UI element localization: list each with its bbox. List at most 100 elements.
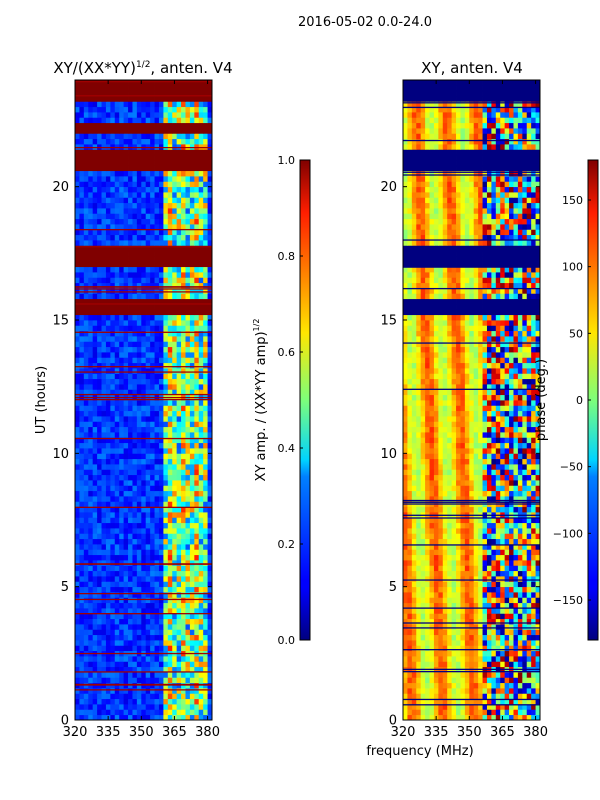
heatmap-cell bbox=[163, 346, 169, 353]
heatmap-cell bbox=[447, 677, 453, 684]
heatmap-cell bbox=[101, 362, 107, 369]
heatmap-cell bbox=[101, 314, 107, 321]
heatmap-cell bbox=[79, 677, 85, 684]
heatmap-cell bbox=[163, 304, 169, 310]
heatmap-cell bbox=[167, 416, 173, 422]
heatmap-cell bbox=[88, 309, 94, 316]
heatmap-cell bbox=[167, 144, 173, 150]
heatmap-cell bbox=[198, 453, 204, 460]
heatmap-cell bbox=[438, 640, 444, 646]
heatmap-cell bbox=[92, 613, 98, 620]
heatmap-cell bbox=[128, 320, 133, 326]
heatmap-cell bbox=[158, 464, 164, 470]
heatmap-cell bbox=[75, 453, 80, 460]
heatmap-cell bbox=[517, 544, 523, 550]
heatmap-cell bbox=[526, 618, 532, 625]
heatmap-cell bbox=[150, 224, 155, 230]
heatmap-cell bbox=[172, 522, 178, 529]
heatmap-cell bbox=[433, 661, 439, 668]
heatmap-cell bbox=[158, 618, 164, 625]
heatmap-cell bbox=[403, 522, 408, 529]
heatmap-cell bbox=[154, 218, 160, 225]
heatmap-cell bbox=[176, 432, 182, 438]
heatmap-cell bbox=[456, 693, 461, 700]
heatmap-cell bbox=[79, 133, 85, 140]
heatmap-cell bbox=[101, 501, 107, 508]
heatmap-cell bbox=[207, 368, 213, 374]
heatmap-cell bbox=[101, 688, 107, 694]
heatmap-cell bbox=[429, 528, 435, 534]
heatmap-cell bbox=[429, 581, 435, 588]
heatmap-cell bbox=[194, 304, 200, 310]
heatmap-cell bbox=[154, 410, 160, 417]
heatmap-cell bbox=[189, 602, 195, 609]
heatmap-cell bbox=[456, 709, 461, 716]
heatmap-cell bbox=[79, 448, 85, 454]
heatmap-cell bbox=[132, 325, 138, 332]
heatmap-cell bbox=[79, 661, 85, 668]
heatmap-cell bbox=[491, 560, 497, 566]
heatmap-cell bbox=[163, 709, 169, 716]
heatmap-cell bbox=[167, 117, 173, 124]
heatmap-cell bbox=[83, 224, 89, 230]
heatmap-cell bbox=[88, 560, 94, 566]
heatmap-cell bbox=[513, 554, 519, 561]
heatmap-cell bbox=[79, 565, 85, 572]
heatmap-cell bbox=[172, 506, 178, 513]
heatmap-cell bbox=[185, 549, 191, 556]
heatmap-cell bbox=[79, 405, 85, 412]
heatmap-cell bbox=[509, 650, 514, 657]
heatmap-cell bbox=[105, 613, 111, 620]
heatmap-cell bbox=[92, 320, 98, 326]
heatmap-cell bbox=[145, 378, 151, 385]
heatmap-cell bbox=[123, 224, 129, 230]
heatmap-cell bbox=[83, 448, 89, 454]
heatmap-cell bbox=[456, 677, 461, 684]
heatmap-cell bbox=[172, 186, 178, 193]
flagged-time-line bbox=[75, 652, 212, 655]
heatmap-cell bbox=[75, 117, 80, 124]
heatmap-cell bbox=[128, 272, 133, 278]
heatmap-cell bbox=[141, 410, 147, 417]
heatmap-cell bbox=[207, 474, 213, 481]
heatmap-cell bbox=[203, 656, 208, 662]
heatmap-cell bbox=[163, 597, 169, 604]
heatmap-cell bbox=[451, 682, 457, 689]
heatmap-cell bbox=[464, 576, 470, 582]
heatmap-cell bbox=[114, 128, 120, 134]
heatmap-cell bbox=[128, 656, 133, 662]
heatmap-cell bbox=[132, 501, 138, 508]
heatmap-cell bbox=[101, 496, 107, 502]
heatmap-cell bbox=[172, 490, 178, 497]
heatmap-cell bbox=[119, 501, 125, 508]
heatmap-cell bbox=[172, 688, 178, 694]
heatmap-cell bbox=[198, 160, 204, 166]
heatmap-cell bbox=[114, 448, 120, 454]
heatmap-cell bbox=[110, 218, 116, 225]
heatmap-cell bbox=[176, 101, 182, 108]
heatmap-cell bbox=[101, 80, 107, 86]
heatmap-cell bbox=[150, 128, 155, 134]
heatmap-cell bbox=[128, 341, 133, 348]
heatmap-cell bbox=[110, 613, 116, 620]
heatmap-cell bbox=[145, 314, 151, 321]
heatmap-cell bbox=[486, 629, 492, 636]
heatmap-cell bbox=[407, 549, 413, 556]
heatmap-cell bbox=[141, 608, 147, 614]
heatmap-cell bbox=[491, 645, 497, 652]
heatmap-cell bbox=[522, 597, 528, 604]
heatmap-cell bbox=[416, 517, 422, 524]
heatmap-cell bbox=[97, 213, 102, 220]
heatmap-cell bbox=[110, 496, 116, 502]
heatmap-cell bbox=[114, 176, 120, 182]
heatmap-cell bbox=[486, 672, 492, 678]
heatmap-cell bbox=[513, 581, 519, 588]
heatmap-cell bbox=[97, 437, 102, 444]
heatmap-cell bbox=[145, 709, 151, 716]
heatmap-cell bbox=[123, 410, 129, 417]
heatmap-cell bbox=[163, 314, 169, 321]
heatmap-cell bbox=[176, 320, 182, 326]
heatmap-cell bbox=[145, 352, 151, 358]
heatmap-cell bbox=[163, 400, 169, 406]
heatmap-cell bbox=[172, 346, 178, 353]
